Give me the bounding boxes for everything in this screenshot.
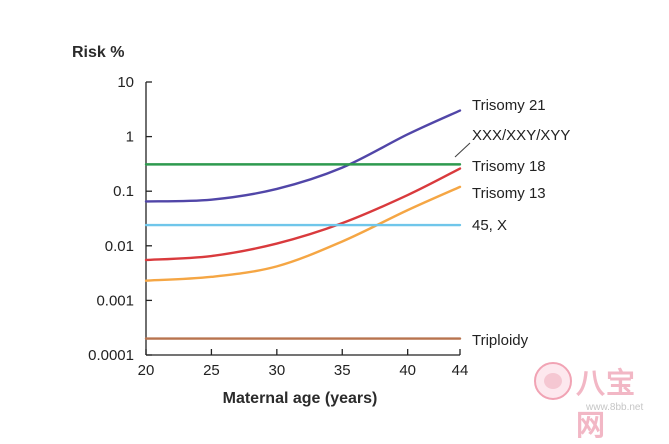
x-tick-label: 40 [399, 362, 416, 379]
series-line-trisomy-13 [144, 185, 462, 282]
x-tick-label: 25 [203, 362, 220, 379]
x-ticks: 20 25 30 35 40 44 [138, 349, 469, 379]
legend-label-triploidy: Triploidy [472, 332, 529, 349]
watermark: 八宝网 www.8bb.net [534, 362, 664, 442]
y-ticks: 10 1 0.1 0.01 0.001 0.0001 [88, 74, 152, 364]
y-axis-title: Risk % [72, 44, 124, 61]
watermark-logo-icon [534, 362, 572, 400]
y-tick-label: 10 [117, 74, 134, 91]
axes [145, 82, 460, 356]
series-lines [144, 109, 462, 340]
legend-leader-line [454, 142, 471, 158]
y-tick-label: 0.001 [96, 292, 134, 309]
legend-label-trisomy-13: Trisomy 13 [472, 185, 546, 202]
y-tick-label: 0.01 [105, 238, 134, 255]
legend-label-45-x: 45, X [472, 217, 507, 234]
legend: Trisomy 21 XXX/XXY/XYY Trisomy 18 Trisomy 1… [454, 97, 570, 349]
x-tick-label: 30 [268, 362, 285, 379]
watermark-url: www.8bb.net [586, 402, 644, 413]
legend-label-trisomy-18: Trisomy 18 [472, 158, 546, 175]
series-line-trisomy-21 [144, 109, 462, 203]
legend-label-trisomy-21: Trisomy 21 [472, 97, 546, 114]
series-line-trisomy-18 [144, 167, 462, 262]
x-axis-title: Maternal age (years) [223, 390, 378, 407]
y-tick-label: 0.1 [113, 183, 134, 200]
x-tick-label: 20 [138, 362, 155, 379]
legend-label-xxx-xxy-xyy: XXX/XXY/XYY [472, 127, 570, 144]
y-tick-label: 0.0001 [88, 347, 134, 364]
x-tick-label: 44 [452, 362, 469, 379]
x-tick-label: 35 [334, 362, 351, 379]
chart: Risk % 10 1 0.1 0.01 0.001 0.0001 20 25 30 35 40 4… [72, 44, 570, 407]
y-tick-label: 1 [126, 129, 134, 146]
